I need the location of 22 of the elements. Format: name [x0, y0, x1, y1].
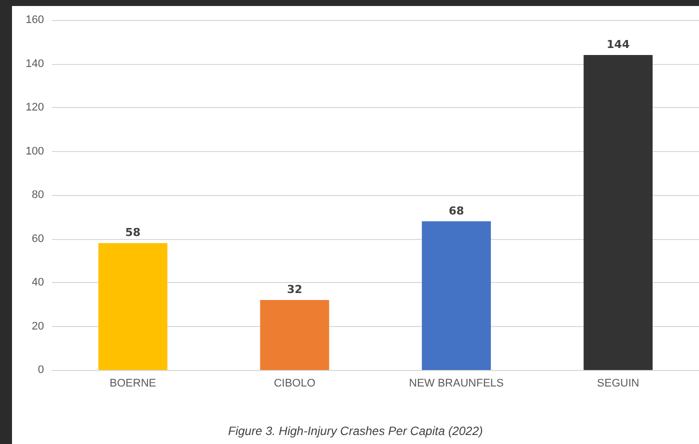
data-label: 144 — [606, 38, 630, 51]
x-tick-label: SEGUIN — [597, 378, 640, 390]
y-tick-label: 140 — [26, 58, 44, 70]
y-tick-label: 160 — [26, 14, 44, 26]
x-tick-label: CIBOLO — [274, 378, 316, 390]
bar — [584, 55, 653, 370]
y-tick-label: 20 — [32, 320, 44, 332]
y-tick-label: 80 — [32, 189, 44, 201]
y-tick-label: 60 — [32, 232, 44, 245]
data-label: 58 — [125, 226, 141, 240]
x-tick-label: NEW BRAUNFELS — [409, 378, 504, 390]
y-tick-label: 40 — [32, 276, 44, 288]
data-label: 68 — [448, 204, 464, 218]
data-label: 32 — [286, 283, 302, 296]
text: Figure 3. High-Injury Crashes Per Capita (2022) — [228, 424, 483, 438]
bar — [98, 243, 168, 370]
bar — [422, 221, 491, 370]
y-tick-label: 100 — [26, 145, 44, 158]
x-tick-label: BOERNE — [110, 378, 156, 390]
bar — [260, 300, 330, 370]
y-tick-label: 0 — [38, 364, 44, 376]
y-tick-label: 120 — [26, 102, 44, 114]
